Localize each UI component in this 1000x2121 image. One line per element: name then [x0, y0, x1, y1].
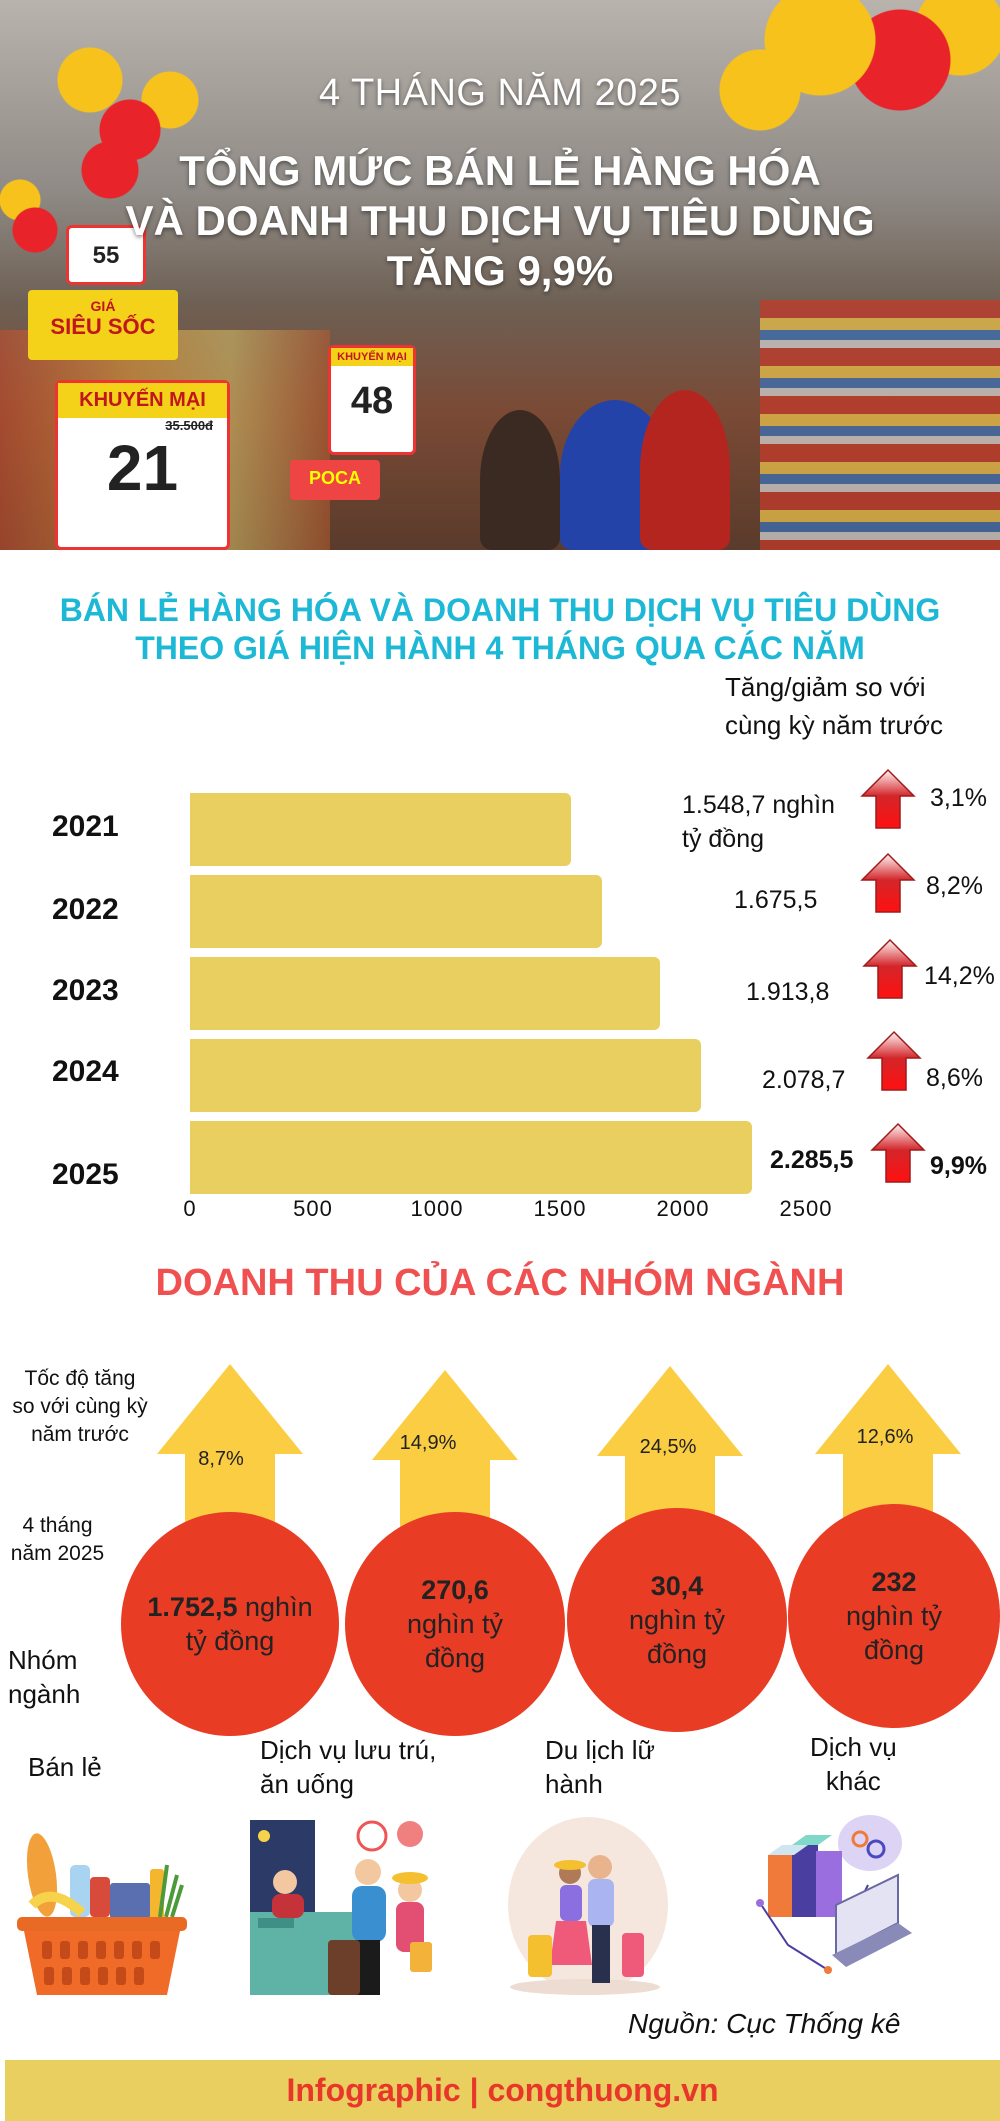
growth-pct-lodging: 14,9% — [399, 1432, 457, 1454]
change-pct-2025: 9,9% — [930, 1152, 987, 1180]
sector-label-lodging: Dịch vụ lưu trú, ăn uống — [260, 1735, 437, 1799]
value-label-2024: 2.078,7 — [762, 1066, 846, 1094]
year-label-2023: 2023 — [52, 974, 119, 1007]
footer-banner: Infographic | congthuong.vn — [5, 2060, 1000, 2121]
value-circle-other: 232 nghìn tỷ đồng — [788, 1504, 1000, 1728]
up-arrow-icon — [866, 1030, 922, 1091]
value-label-2025: 2.285,5 — [770, 1146, 854, 1174]
photo-sign-sieu-soc: GIÁ SIÊU SỐC — [28, 290, 178, 360]
change-pct-2023: 14,2% — [924, 962, 995, 990]
hero-shelf-right — [760, 300, 1000, 550]
server-laptop-icon — [756, 1815, 912, 1974]
value-circle-lodging: 270,6 nghìn tỷ đồng — [345, 1512, 565, 1736]
value-circle-retail: 1.752,5 nghìn tỷ đồng — [121, 1512, 339, 1736]
hero-title-line-1: TỔNG MỨC BÁN LẺ HÀNG HÓA — [179, 147, 821, 194]
hero-title-line-2: VÀ DOANH THU DỊCH VỤ TIÊU DÙNG — [125, 197, 875, 244]
growth-pct-retail: 8,7% — [198, 1448, 244, 1470]
bar-2024 — [190, 1039, 701, 1112]
change-legend-label: Tăng/giảm so với cùng kỳ năm trước — [725, 672, 943, 740]
change-pct-2021: 3,1% — [930, 784, 987, 812]
sector-label-other: Dịch vụ khác — [810, 1732, 897, 1796]
photo-staff-red — [640, 390, 730, 550]
group-row-label: Nhóm ngành — [8, 1645, 81, 1709]
photo-sign-poca: POCA — [290, 460, 380, 500]
photo-sign-48: KHUYẾN MẠI 48 — [328, 345, 416, 455]
photo-shopper — [480, 410, 560, 550]
growth-row-label: Tốc độ tăng so với cùng kỳ năm trước — [12, 1367, 148, 1446]
sectors-title: DOANH THU CỦA CÁC NHÓM NGÀNH — [155, 1262, 845, 1304]
up-arrow-icon — [870, 1122, 926, 1183]
chart-title-line-2: THEO GIÁ HIỆN HÀNH 4 THÁNG QUA CÁC NĂM — [135, 630, 865, 666]
year-label-2022: 2022 — [52, 893, 119, 926]
year-label-2021: 2021 — [52, 810, 119, 843]
x-tick-1500: 1500 — [533, 1196, 587, 1221]
up-arrow-icon — [860, 768, 916, 829]
sector-label-retail: Bán lẻ — [28, 1752, 102, 1782]
growth-pct-other: 12,6% — [856, 1426, 914, 1448]
value-label-2023: 1.913,8 — [746, 978, 830, 1006]
source-note: Nguồn: Cục Thống kê — [628, 2008, 901, 2039]
year-label-2025: 2025 — [52, 1158, 119, 1191]
photo-sign-21: KHUYẾN MẠI 35.500đ 21 — [55, 380, 230, 550]
change-pct-2024: 8,6% — [926, 1064, 983, 1092]
bar-2023 — [190, 957, 660, 1030]
bar-2022 — [190, 875, 602, 948]
hotel-reception-icon — [250, 1820, 435, 1995]
change-pct-2022: 8,2% — [926, 872, 983, 900]
period-row-label: 4 tháng năm 2025 — [10, 1514, 105, 1565]
value-label-2021: 1.548,7 nghìn tỷ đồng — [682, 791, 835, 853]
year-label-2024: 2024 — [52, 1055, 119, 1088]
bar-2025 — [190, 1121, 752, 1194]
sector-label-travel: Du lịch lữ hành — [545, 1735, 655, 1799]
hero-subtitle: 4 THÁNG NĂM 2025 — [318, 72, 682, 114]
travelers-icon — [508, 1817, 668, 1995]
photo-sign-55: 55 — [66, 225, 146, 285]
chart-title-line-1: BÁN LẺ HÀNG HÓA VÀ DOANH THU DỊCH VỤ TIÊ… — [59, 592, 941, 628]
hero-title-line-3: TĂNG 9,9% — [386, 247, 614, 294]
x-tick-1000: 1000 — [410, 1196, 464, 1221]
x-tick-2000: 2000 — [656, 1196, 710, 1221]
bar-2021 — [190, 793, 571, 866]
x-tick-0: 0 — [183, 1196, 197, 1221]
hero-photo: GIÁ SIÊU SỐC 55 KHUYẾN MẠI 35.500đ 21 KH… — [0, 0, 1000, 550]
x-tick-2500: 2500 — [779, 1196, 833, 1221]
shopping-basket-icon — [17, 1833, 187, 1995]
value-label-2022: 1.675,5 — [734, 886, 818, 914]
x-tick-500: 500 — [293, 1196, 333, 1221]
up-arrow-icon — [860, 852, 916, 913]
value-circle-travel: 30,4 nghìn tỷ đồng — [567, 1508, 787, 1732]
growth-arrow-icon — [157, 1364, 303, 1564]
up-arrow-icon — [862, 938, 918, 999]
growth-pct-travel: 24,5% — [639, 1436, 697, 1458]
footer-text: Infographic | congthuong.vn — [286, 2072, 719, 2108]
